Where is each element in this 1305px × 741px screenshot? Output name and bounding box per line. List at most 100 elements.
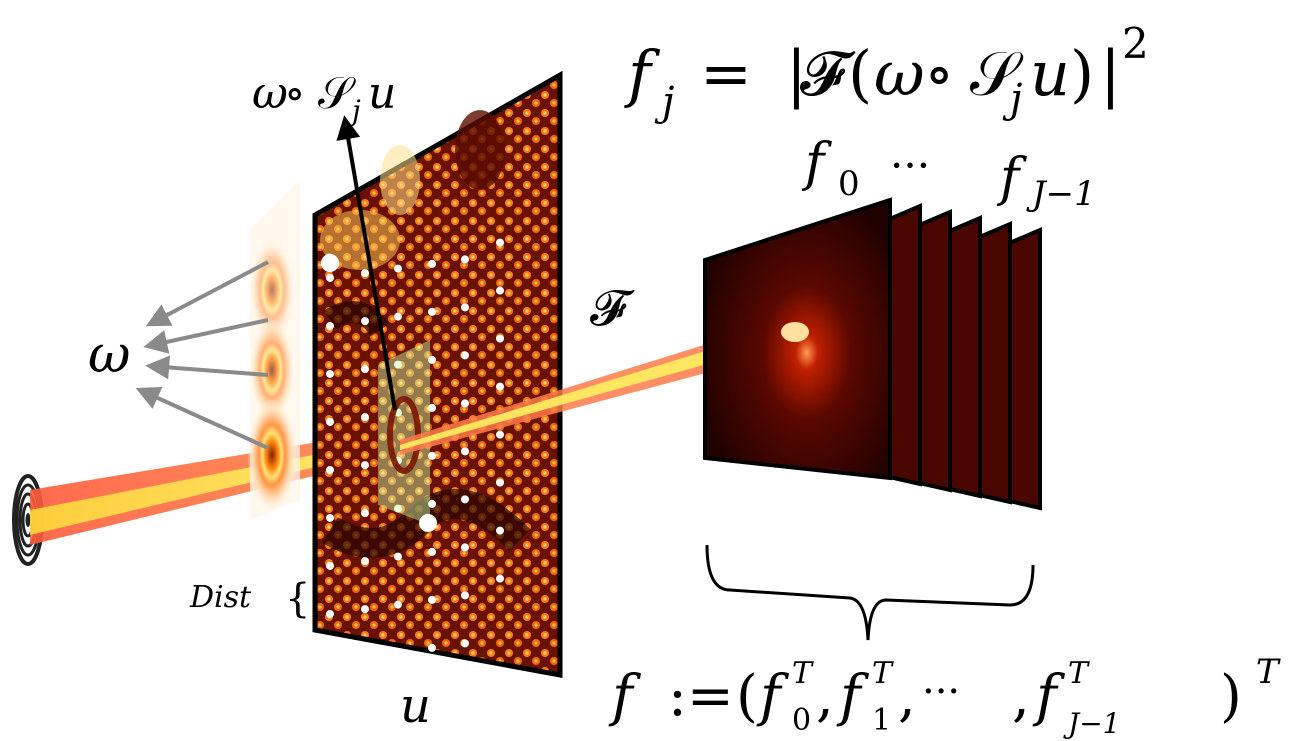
- svg-text:f: f: [836, 664, 870, 729]
- scan-position-dot: [326, 609, 334, 618]
- svg-text:···: ···: [922, 669, 960, 715]
- eq-top-j: j: [654, 79, 674, 125]
- svg-text:J−1: J−1: [1026, 174, 1096, 214]
- diffraction-pattern-stack: [703, 197, 1042, 511]
- equation-bottom: f := ( f 0 T , f 1 T , ··· , f J−1 T ) T: [608, 652, 1281, 740]
- svg-text:f: f: [801, 133, 832, 193]
- omega-pointer-arrows: [135, 260, 269, 450]
- scan-position-dot: [361, 557, 369, 566]
- svg-text:T: T: [1256, 652, 1281, 692]
- scan-position-dot: [496, 574, 504, 583]
- eq-top-paren-close: ): [1070, 37, 1094, 110]
- eq-top-abs-open: |: [786, 37, 807, 110]
- scan-position-dot: [361, 365, 369, 374]
- svg-text:∘: ∘: [284, 68, 306, 119]
- scan-position-dot: [361, 317, 369, 326]
- eq-top-S: 𝒮: [970, 37, 1024, 110]
- diffraction-center: [781, 322, 809, 342]
- stack-brace: [705, 544, 1035, 641]
- scan-position-dot: [326, 417, 334, 426]
- svg-text::=: :=: [668, 664, 734, 729]
- scan-position-dot: [428, 403, 436, 412]
- label-u: u: [400, 678, 431, 734]
- scan-position-dot: [461, 351, 469, 360]
- svg-text:J−1: J−1: [1063, 707, 1121, 740]
- scan-position-dot: [326, 465, 334, 474]
- equation-top: f j = | 𝓕 ( ω ∘ 𝒮 j u ) | 2: [624, 19, 1149, 125]
- svg-text:f: f: [756, 664, 790, 729]
- svg-text:,: ,: [1012, 664, 1030, 729]
- scan-position-dot: [461, 303, 469, 312]
- scan-position-dot: [496, 286, 504, 295]
- scan-position-dot: [496, 430, 504, 439]
- label-omega: ω: [88, 325, 130, 385]
- label-f0: f 0: [801, 133, 860, 204]
- scan-position-dot: [394, 264, 402, 273]
- incident-beam-core: [30, 440, 395, 535]
- eq-top-omega: ω: [874, 37, 925, 110]
- scan-position-dot: [428, 499, 436, 508]
- svg-text:(: (: [736, 664, 758, 729]
- scan-position-dot: [326, 321, 334, 330]
- exit-beam-core: [400, 325, 800, 450]
- scan-position-dot: [394, 360, 402, 369]
- svg-text:𝒮: 𝒮: [318, 68, 356, 119]
- svg-text:u: u: [368, 68, 396, 119]
- scan-position-dot: [326, 513, 334, 522]
- svg-text:1: 1: [872, 703, 891, 738]
- svg-text:f: f: [608, 664, 642, 729]
- svg-text:f: f: [1032, 664, 1066, 729]
- label-dist: Dist: [189, 580, 252, 615]
- eq-top-paren-open: (: [848, 37, 872, 110]
- scan-position-dot: [461, 591, 469, 600]
- svg-text:): ): [1220, 664, 1242, 729]
- scan-position-dot: [428, 307, 436, 316]
- scan-position-dot: [461, 255, 469, 264]
- sample-plane: [312, 70, 563, 679]
- scan-position-dot: [394, 312, 402, 321]
- scan-position-grid: [326, 238, 504, 652]
- svg-text:,: ,: [898, 664, 916, 729]
- scan-position-dot: [496, 382, 504, 391]
- scan-position-dot: [428, 259, 436, 268]
- svg-text:0: 0: [792, 703, 811, 738]
- scan-position-dot: [361, 605, 369, 614]
- eq-top-abs-close: |: [1100, 37, 1121, 110]
- label-F: 𝓕: [590, 279, 635, 337]
- scan-position-dot: [394, 600, 402, 609]
- scan-position-dot: [394, 552, 402, 561]
- scan-position-dot: [326, 369, 334, 378]
- svg-text:T: T: [792, 656, 814, 691]
- scan-position-dot: [496, 526, 504, 535]
- label-dist-brace: {: [285, 576, 310, 622]
- eq-top-u: u: [1030, 37, 1070, 110]
- scan-position-dot: [428, 547, 436, 556]
- svg-text:T: T: [872, 656, 894, 691]
- scan-position-dot: [496, 478, 504, 487]
- scan-position-dot: [428, 595, 436, 604]
- svg-text:T: T: [1068, 656, 1090, 691]
- scan-position-dot: [361, 269, 369, 278]
- scan-position-dot: [428, 355, 436, 364]
- label-omega-S-u: ω ∘ 𝒮 j u: [252, 68, 396, 127]
- scan-position-dot: [361, 509, 369, 518]
- label-fJ1: f J−1: [996, 148, 1096, 214]
- scan-position-dot: [461, 399, 469, 408]
- scan-position-dot: [428, 643, 436, 652]
- scan-position-dot: [394, 504, 402, 513]
- probe-label-arrow: [336, 115, 397, 411]
- scan-position-dot: [361, 413, 369, 422]
- probe-planes: [248, 180, 300, 520]
- scan-position-dot: [361, 461, 369, 470]
- eq-top-f: f: [624, 37, 661, 110]
- scan-position-dot: [461, 447, 469, 456]
- label-dots: ···: [890, 141, 930, 190]
- scan-position-dot: [326, 273, 334, 282]
- svg-text:ω: ω: [252, 68, 288, 119]
- scan-position-dot: [428, 451, 436, 460]
- svg-text:0: 0: [838, 164, 860, 204]
- svg-text:,: ,: [816, 664, 834, 729]
- svg-text:f: f: [996, 148, 1027, 208]
- scan-position-dot: [461, 639, 469, 648]
